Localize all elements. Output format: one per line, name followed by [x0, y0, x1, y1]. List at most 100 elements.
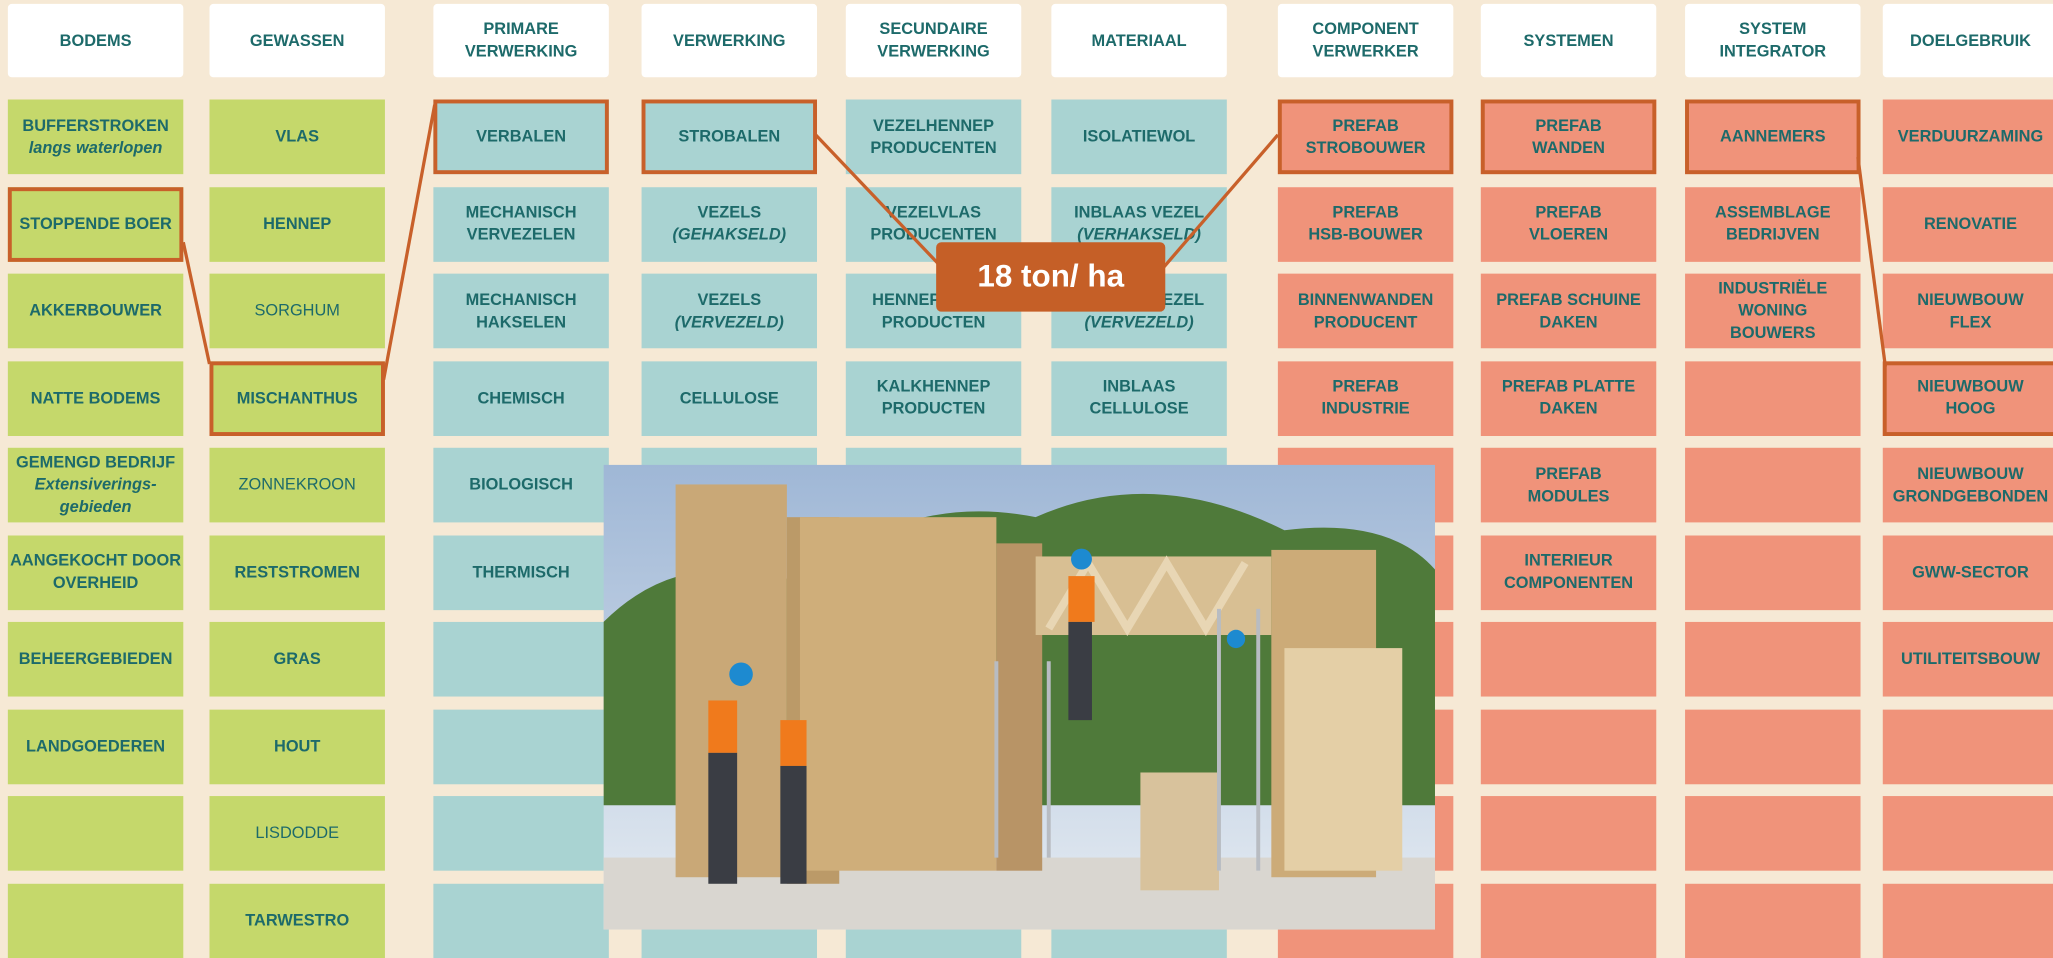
chain-cell: PREFAB STROBOUWER	[1277, 99, 1454, 175]
column-header: SECUNDAIRE VERWERKING	[845, 3, 1022, 78]
cell-text: GWW-SECTOR	[1912, 562, 2029, 581]
cell-text: PREFAB WANDEN	[1532, 116, 1605, 157]
cell-text: GRAS	[273, 649, 321, 668]
column-header: PRIMARE VERWERKING	[433, 3, 609, 78]
chain-cell	[1685, 708, 1861, 784]
cell-text: NATTE BODEMS	[30, 388, 161, 407]
chain-cell	[433, 883, 609, 958]
chain-cell	[1882, 796, 2053, 871]
chain-cell: HOUT	[209, 708, 385, 784]
cell-text: INDUSTRIËLE WONING BOUWERS	[1718, 279, 1828, 342]
chain-cell: THERMISCH	[433, 534, 609, 610]
cell-text: NIEUWBOUW HOOG	[1917, 377, 2024, 418]
cell-text: RENOVATIE	[1923, 214, 2018, 233]
cell-text: STOPPENDE BOER	[19, 214, 172, 233]
chain-cell	[1480, 621, 1657, 697]
column-header: SYSTEMEN	[1480, 3, 1657, 78]
chain-cell	[7, 796, 184, 871]
chain-cell: LISDODDE	[209, 796, 385, 871]
cell-text: INBLAAS CELLULOSE	[1089, 377, 1189, 418]
chain-cell: PREFAB WANDEN	[1480, 99, 1657, 175]
cell-text: VERDUURZAMING	[1897, 127, 2044, 146]
chain-cell	[433, 708, 609, 784]
chain-cell: GRAS	[209, 621, 385, 697]
chain-cell	[1882, 708, 2053, 784]
chain-cell: ASSEMBLAGE BEDRIJVEN	[1685, 186, 1861, 262]
chain-cell: GWW-SECTOR	[1882, 534, 2053, 610]
cell-text: NIEUWBOUW GRONDGEBONDEN	[1892, 464, 2049, 505]
column-header: GEWASSEN	[209, 3, 385, 78]
cell-text: HENNEP	[263, 214, 332, 233]
chain-cell: PREFAB HSB-BOUWER	[1277, 186, 1454, 262]
chain-cell: RESTSTROMEN	[209, 534, 385, 610]
chain-cell: PREFAB MODULES	[1480, 447, 1657, 523]
cell-subtext: (VERHAKSELD)	[1077, 225, 1201, 244]
chain-cell: AANGEKOCHT DOOR OVERHEID	[7, 534, 184, 610]
cell-subtext: (GEHAKSELD)	[672, 225, 787, 244]
cell-text: ASSEMBLAGE BEDRIJVEN	[1715, 203, 1831, 244]
cell-text: LISDODDE	[255, 823, 340, 842]
chain-cell: ISOLATIEWOL	[1051, 99, 1227, 175]
chain-cell	[1685, 360, 1861, 436]
cell-text: AANGEKOCHT DOOR OVERHEID	[10, 551, 182, 592]
cell-subtext: (VERVEZELD)	[674, 312, 784, 331]
chain-cell	[1480, 708, 1657, 784]
cell-text: HOUT	[274, 736, 321, 755]
chain-cell: STROBALEN	[641, 99, 818, 175]
chain-cell: NIEUWBOUW FLEX	[1882, 273, 2053, 349]
chain-cell: BINNENWANDEN PRODUCENT	[1277, 273, 1454, 349]
cell-text: VEZELS	[697, 290, 762, 309]
cell-text: VLAS	[275, 127, 320, 146]
cell-text: AKKERBOUWER	[29, 301, 162, 320]
cell-text: KALKHENNEP PRODUCTEN	[876, 377, 991, 418]
chain-cell: VEZELHENNEP PRODUCENTEN	[845, 99, 1022, 175]
chain-cell	[1882, 883, 2053, 958]
chain-cell: RENOVATIE	[1882, 186, 2053, 262]
chain-cell: KALKHENNEP PRODUCTEN	[845, 360, 1022, 436]
chain-cell: TARWESTRO	[209, 883, 385, 958]
cell-text: MECHANISCH VERVEZELEN	[465, 203, 577, 244]
cell-text: BUFFERSTROKEN	[22, 116, 169, 135]
chain-cell: CELLULOSE	[641, 360, 818, 436]
cell-text: CHEMISCH	[477, 388, 565, 407]
chain-cell: CHEMISCH	[433, 360, 609, 436]
chain-cell: VERDUURZAMING	[1882, 99, 2053, 175]
chain-cell	[433, 621, 609, 697]
cell-text: VEZELHENNEP PRODUCENTEN	[870, 116, 997, 157]
chain-cell	[1685, 796, 1861, 871]
cell-text: PREFAB MODULES	[1527, 464, 1610, 505]
chain-cell	[1480, 883, 1657, 958]
chain-cell: LANDGOEDEREN	[7, 708, 184, 784]
cell-text: INBLAAS VEZEL	[1074, 203, 1205, 222]
column-header: BODEMS	[7, 3, 184, 78]
cell-text: PREFAB HSB-BOUWER	[1308, 203, 1423, 244]
chain-cell: ZONNEKROON	[209, 447, 385, 523]
chain-cell: BIOLOGISCH	[433, 447, 609, 523]
cell-text: NIEUWBOUW FLEX	[1917, 290, 2024, 331]
yield-badge: 18 ton/ ha	[936, 242, 1166, 312]
column-header: VERWERKING	[641, 3, 818, 78]
cell-text: MISCHANTHUS	[236, 388, 358, 407]
chain-cell: NIEUWBOUW GRONDGEBONDEN	[1882, 447, 2053, 523]
chain-cell: VERBALEN	[433, 99, 609, 175]
chain-cell: INBLAAS CELLULOSE	[1051, 360, 1227, 436]
cell-text: PREFAB VLOEREN	[1528, 203, 1609, 244]
chain-cell: VLAS	[209, 99, 385, 175]
chain-cell	[433, 796, 609, 871]
cell-text: PREFAB STROBOUWER	[1305, 116, 1426, 157]
chain-cell	[7, 883, 184, 958]
cell-text: VEZELS	[697, 203, 762, 222]
chain-cell: INDUSTRIËLE WONING BOUWERS	[1685, 273, 1861, 349]
chain-cell	[1685, 447, 1861, 523]
construction-photo	[603, 464, 1435, 930]
cell-text: ISOLATIEWOL	[1082, 127, 1196, 146]
cell-text: STROBALEN	[678, 127, 781, 146]
chain-cell: VEZELS (VERVEZELD)	[641, 273, 818, 349]
chain-cell: PREFAB VLOEREN	[1480, 186, 1657, 262]
cell-text: SORGHUM	[254, 301, 340, 320]
chain-cell: INTERIEUR COMPONENTEN	[1480, 534, 1657, 610]
cell-text: GEMENGD BEDRIJF	[15, 453, 176, 472]
chain-cell: SORGHUM	[209, 273, 385, 349]
